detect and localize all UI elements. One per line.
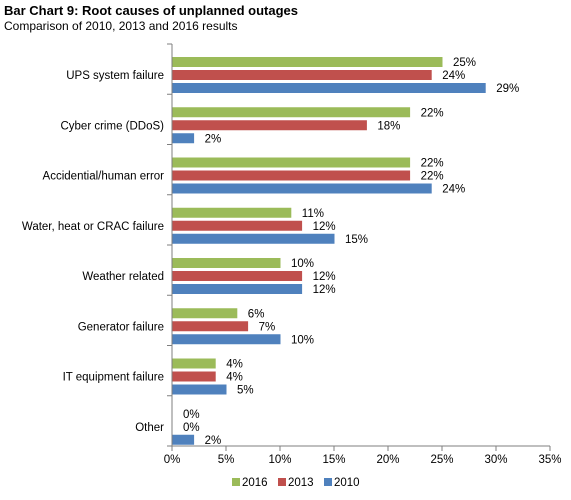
data-label: 22%	[421, 158, 444, 170]
data-label: 22%	[421, 107, 444, 119]
category-label: Accidential/human error	[43, 171, 165, 183]
legend-swatch-2013	[278, 478, 286, 486]
chart-title: Bar Chart 9: Root causes of unplanned ou…	[4, 3, 298, 18]
legend-swatch-2016	[232, 478, 240, 486]
bar-2013-2	[172, 170, 411, 181]
legend-label: 2010	[334, 477, 360, 489]
data-label: 2%	[205, 133, 222, 145]
data-label: 2%	[205, 435, 222, 447]
bar-2013-6	[172, 371, 216, 382]
x-tick-label: 0%	[164, 454, 181, 466]
data-label: 4%	[226, 359, 243, 371]
x-tick-label: 15%	[322, 454, 345, 466]
data-label: 12%	[313, 271, 336, 283]
bar-2010-5	[172, 334, 281, 345]
data-label: 29%	[496, 83, 519, 95]
data-label: 12%	[313, 221, 336, 233]
data-label: 18%	[377, 120, 400, 132]
data-label: 0%	[183, 409, 200, 421]
bar-2016-4	[172, 258, 281, 268]
bar-2013-0	[172, 70, 432, 80]
bar-2013-5	[172, 321, 249, 332]
category-label: Water, heat or CRAC failure	[22, 221, 164, 233]
bar-2010-6	[172, 384, 227, 395]
category-label: Generator failure	[78, 321, 164, 333]
data-label: 0%	[183, 422, 200, 434]
category-label: Weather related	[82, 271, 164, 283]
category-label: Other	[135, 422, 164, 434]
data-label: 6%	[248, 308, 265, 320]
data-label: 11%	[302, 208, 324, 220]
bar-2010-1	[172, 133, 195, 144]
x-tick-label: 5%	[218, 454, 235, 466]
bar-2013-4	[172, 271, 303, 281]
data-label: 15%	[345, 234, 368, 246]
category-label: UPS system failure	[66, 70, 164, 82]
legend-swatch-2010	[324, 478, 332, 486]
chart-subtitle: Comparison of 2010, 2013 and 2016 result…	[4, 19, 238, 33]
x-tick-label: 35%	[538, 454, 561, 466]
data-label: 22%	[421, 171, 444, 183]
bar-2016-1	[172, 107, 411, 118]
data-label: 4%	[226, 372, 243, 384]
bar-2016-0	[172, 57, 443, 67]
bar-2013-1	[172, 120, 367, 131]
data-label: 7%	[259, 321, 276, 333]
x-tick-label: 10%	[268, 454, 291, 466]
bar-2013-3	[172, 220, 303, 231]
bar-2016-6	[172, 358, 216, 369]
x-tick-label: 20%	[376, 454, 399, 466]
bar-2016-2	[172, 157, 411, 168]
x-tick-label: 30%	[484, 454, 507, 466]
data-label: 5%	[237, 385, 254, 397]
data-label: 12%	[313, 284, 336, 296]
data-label: 25%	[453, 57, 476, 69]
category-label: IT equipment failure	[63, 372, 164, 384]
x-tick-label: 25%	[430, 454, 453, 466]
data-label: 24%	[442, 184, 465, 196]
data-label: 10%	[291, 334, 314, 346]
bar-2010-4	[172, 284, 303, 294]
bar-2010-2	[172, 183, 432, 194]
data-label: 10%	[291, 258, 314, 270]
bar-2016-5	[172, 308, 238, 319]
legend-label: 2013	[288, 477, 314, 489]
legend-label: 2016	[242, 477, 268, 489]
bar-2010-7	[172, 434, 195, 445]
bar-2010-3	[172, 233, 335, 244]
bar-2016-3	[172, 207, 292, 218]
category-label: Cyber crime (DDoS)	[60, 120, 164, 132]
data-label: 24%	[442, 70, 465, 82]
bar-2010-0	[172, 83, 486, 93]
